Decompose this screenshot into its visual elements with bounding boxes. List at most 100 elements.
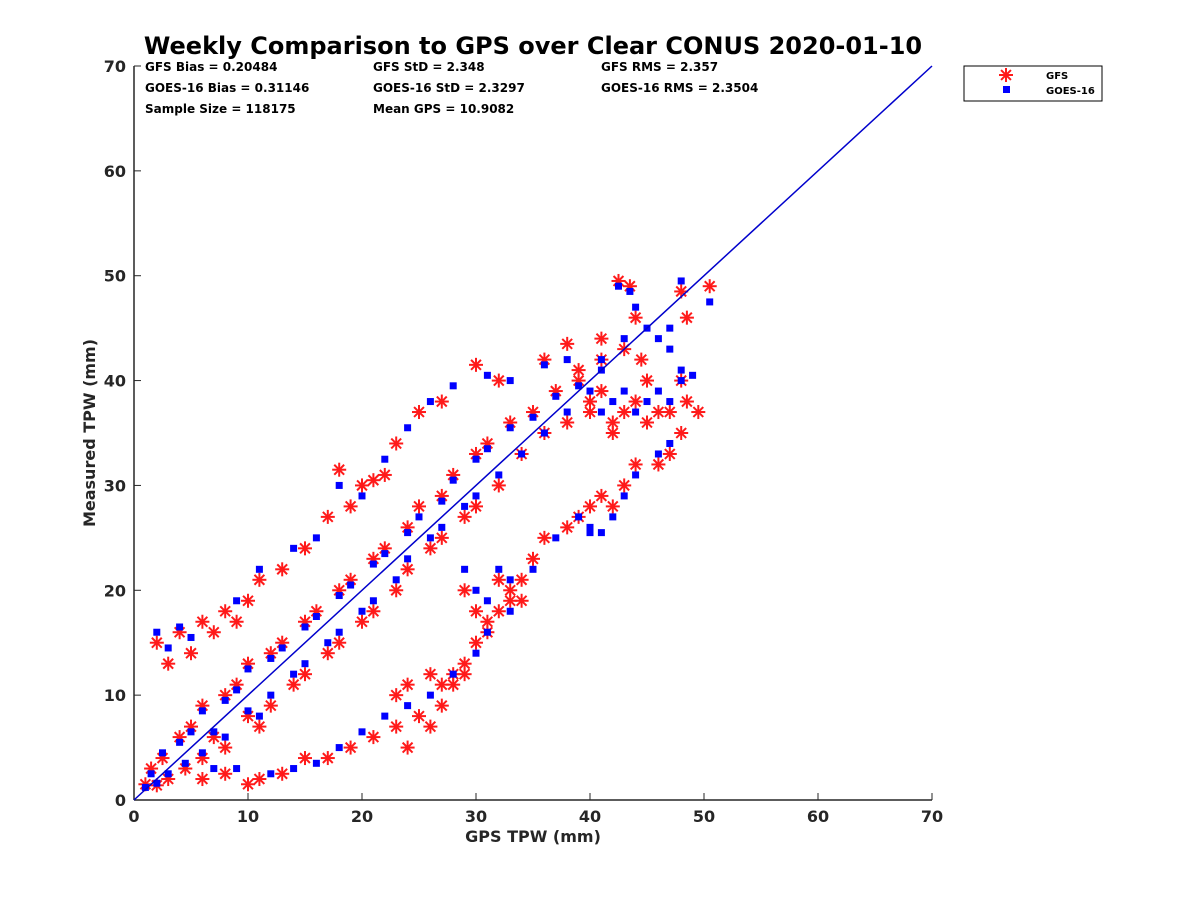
legend-gfs-marker (999, 68, 1013, 82)
gfs-point (662, 405, 677, 420)
goes-16-point (255, 712, 263, 720)
gfs-point (320, 751, 335, 766)
gfs-point (480, 614, 495, 629)
gfs-point (412, 499, 426, 514)
goes-16-point (666, 398, 674, 406)
gfs-point (218, 766, 233, 781)
goes-16-point (164, 644, 172, 652)
goes-16-point (381, 712, 389, 720)
stat-gfs-std: GFS StD = 2.348 (373, 60, 485, 74)
goes-16-point (369, 597, 377, 605)
gfs-point (366, 473, 381, 488)
y-tick-label: 60 (104, 162, 126, 181)
goes-16-point (449, 382, 457, 390)
gfs-point (241, 777, 255, 792)
goes-16-point (597, 356, 605, 364)
goes-16-point (620, 387, 628, 395)
goes-16-point (187, 728, 195, 736)
goes-16-point (529, 413, 537, 421)
gfs-point (434, 530, 449, 545)
stat-goes-bias: GOES-16 Bias = 0.31146 (145, 81, 309, 95)
gfs-point (343, 499, 358, 514)
goes-16-point (221, 696, 229, 704)
gfs-point (571, 363, 586, 378)
goes-16-point (677, 377, 685, 385)
one-to-one-line (133, 65, 933, 801)
goes-16-point (404, 555, 412, 563)
gfs-point (469, 635, 483, 650)
gfs-point (679, 310, 694, 325)
gfs-point (457, 667, 472, 682)
goes-16-point (449, 476, 457, 484)
goes-16-point (301, 660, 309, 668)
goes-16-point (415, 513, 423, 521)
goes-16-point (586, 387, 594, 395)
gfs-point (389, 688, 404, 703)
goes-16-point (666, 345, 674, 353)
goes-16-point (449, 670, 457, 678)
x-tick-label: 30 (465, 807, 487, 826)
gfs-point (298, 667, 312, 682)
goes-16-point (615, 282, 622, 290)
goes-16-point (586, 523, 594, 531)
gfs-point (537, 530, 552, 545)
goes-16-point (233, 597, 241, 605)
goes-16-point (643, 398, 651, 406)
goes-16-point (244, 665, 252, 673)
goes-16-point (654, 335, 662, 343)
goes-16-point (324, 639, 332, 647)
goes-16-point (381, 550, 389, 558)
gfs-point (400, 677, 415, 692)
gfs-point (651, 457, 666, 472)
gfs-point (263, 698, 278, 713)
y-tick-label: 0 (115, 791, 126, 810)
legend: GFS GOES-16 (963, 65, 1103, 102)
gfs-point (434, 394, 449, 409)
gfs-point (366, 604, 381, 619)
goes-16-point (506, 576, 514, 584)
gfs-point (594, 384, 609, 399)
goes-16-point (187, 633, 195, 641)
goes-16-point (153, 779, 161, 787)
goes-16-point (472, 649, 480, 657)
goes-16-point (483, 371, 491, 379)
goes-16-point (267, 770, 275, 778)
gfs-point (332, 635, 347, 650)
goes-16-point (210, 728, 218, 736)
goes-16-point (609, 513, 617, 521)
stat-gfs-rms: GFS RMS = 2.357 (601, 60, 718, 74)
gfs-point (286, 677, 301, 692)
goes-16-point (654, 450, 662, 458)
goes-16-point (426, 398, 434, 406)
goes-16-point (552, 534, 560, 542)
stat-goes-rms: GOES-16 RMS = 2.3504 (601, 81, 758, 95)
gfs-point (491, 373, 506, 388)
gfs-point (628, 457, 643, 472)
goes-16-point (495, 565, 503, 573)
goes-16-point (483, 445, 491, 453)
goes-16-point (404, 702, 412, 710)
x-tick-label: 60 (807, 807, 829, 826)
gfs-point (674, 426, 689, 440)
x-axis-label: GPS TPW (mm) (465, 827, 601, 846)
gfs-point (377, 467, 392, 482)
goes-16-point (301, 623, 309, 631)
goes-16-point (312, 613, 320, 620)
gfs-point (184, 646, 198, 661)
goes-16-point (233, 765, 241, 773)
goes-16-point (529, 565, 537, 573)
goes-16-point (176, 738, 184, 746)
goes-16-point (267, 691, 275, 699)
gfs-point (343, 740, 358, 755)
y-tick-label: 50 (104, 267, 126, 286)
goes-16-point (244, 707, 252, 715)
goes-16-point (626, 287, 634, 295)
goes-16-point (495, 471, 503, 479)
y-tick-label: 20 (104, 581, 126, 600)
goes-16-point (369, 560, 377, 568)
goes-16-point (312, 759, 320, 767)
legend-box (963, 65, 1103, 102)
series-layer (138, 273, 717, 793)
gfs-point (355, 478, 369, 493)
